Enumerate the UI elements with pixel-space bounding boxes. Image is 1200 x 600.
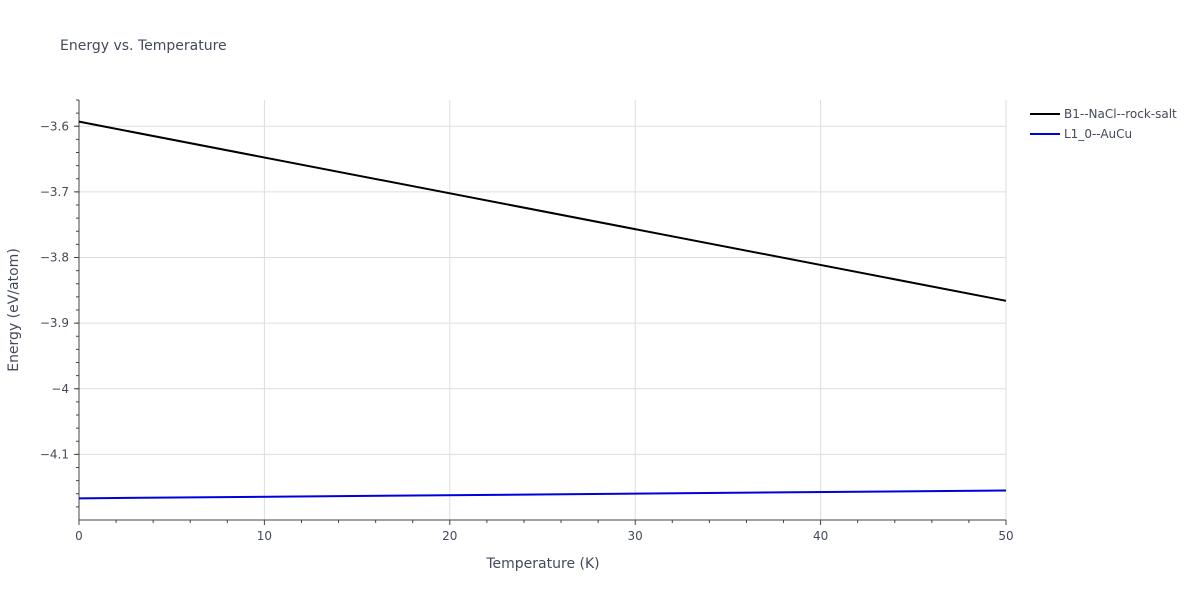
chart-title: Energy vs. Temperature [60, 38, 227, 54]
axes [78, 100, 1006, 521]
y-tick-label: −3.8 [40, 251, 69, 265]
series-line [78, 489, 1007, 500]
x-tick-label: 20 [442, 529, 457, 543]
y-tick-label: −3.6 [40, 119, 69, 133]
legend-entry: B1--NaCl--rock-salt [1064, 107, 1177, 121]
x-axis-ticks: 0 10 20 30 40 50 [75, 520, 1014, 543]
y-axis-label: Energy (eV/atom) [6, 248, 22, 372]
series-lines [78, 120, 1007, 500]
x-tick-label: 30 [628, 529, 643, 543]
y-axis-ticks: −3.6 −3.7 −3.8 −3.9 −4 −4.1 [40, 99, 79, 508]
x-tick-label: 0 [75, 529, 83, 543]
x-tick-label: 50 [998, 529, 1013, 543]
legend: B1--NaCl--rock-salt L1_0--AuCu [1030, 107, 1177, 141]
x-tick-label: 40 [813, 529, 828, 543]
y-tick-label: −4 [51, 382, 69, 396]
y-tick-label: −3.7 [40, 185, 69, 199]
legend-entry: L1_0--AuCu [1064, 127, 1132, 141]
y-tick-label: −3.9 [40, 316, 69, 330]
y-tick-label: −4.1 [40, 447, 69, 461]
series-line [78, 120, 1007, 302]
y-gridlines [79, 125, 1006, 455]
x-axis-label: Temperature (K) [485, 556, 599, 572]
x-tick-label: 10 [257, 529, 272, 543]
x-gridlines [263, 100, 1007, 520]
